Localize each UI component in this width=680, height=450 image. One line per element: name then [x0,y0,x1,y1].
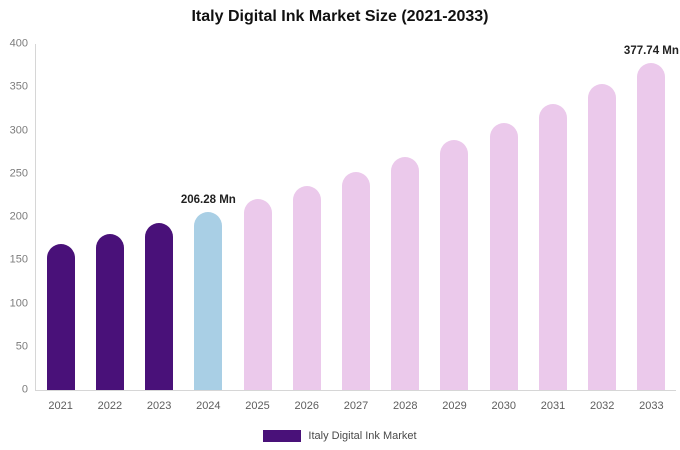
x-axis-label: 2026 [294,400,320,412]
y-axis: 0 50 100 150 200 250 300 350 400 [0,38,30,395]
bar-2028[interactable] [391,156,420,390]
x-axis-label: 2030 [491,400,516,412]
chart-title: Italy Digital Ink Market Size (2021-2033… [191,8,489,25]
bar-group: 2026 [282,44,331,412]
bar-2021[interactable] [46,244,75,390]
legend-swatch [263,430,302,442]
bar-group: 2021 [36,44,85,412]
x-axis-label: 2021 [48,400,73,412]
y-axis-tick: 300 [9,124,28,136]
bar-group: 2031 [528,44,577,412]
bar-group: 2030 [479,44,528,412]
bar-group: 377.74 Mn 2033 [623,44,679,412]
x-axis-label: 2024 [196,400,221,412]
bar-group: 2032 [578,44,627,412]
legend-label: Italy Digital Ink Market [308,430,417,442]
bar-2026[interactable] [292,185,321,390]
y-axis-tick: 200 [9,210,28,223]
bar-2031[interactable] [538,104,567,390]
y-axis-tick: 250 [9,167,28,180]
y-axis-tick: 50 [15,340,28,353]
y-axis-tick: 150 [9,253,28,266]
bar-group: 206.28 Mn 2024 [180,44,236,412]
y-axis-tick: 400 [9,37,28,50]
bar-2029[interactable] [440,140,469,390]
bar-value-label: 377.74 Mn [623,45,679,58]
legend[interactable]: Italy Digital Ink Market [0,430,680,442]
bar-group: 2029 [430,44,479,412]
bar-2024[interactable] [194,211,223,390]
x-axis-label: 2028 [393,400,418,412]
x-axis-label: 2029 [442,400,467,412]
bar-2023[interactable] [145,223,174,390]
x-axis-label: 2023 [146,400,172,412]
bar-group: 2025 [233,44,282,412]
bar-group: 2027 [331,44,380,412]
x-axis-label: 2022 [97,400,123,412]
y-axis-tick: 350 [9,80,28,93]
bar-2025[interactable] [243,199,272,390]
bar-2027[interactable] [342,171,371,390]
x-axis-label: 2025 [245,400,270,412]
y-axis-tick: 100 [9,297,28,309]
bar-2033[interactable] [637,63,666,390]
bar-group: 2028 [381,44,430,412]
x-axis-label: 2033 [639,400,664,412]
bar-2032[interactable] [588,84,617,390]
bar-group: 2023 [134,44,183,412]
y-axis-tick: 0 [21,383,28,396]
x-axis-label: 2032 [589,400,615,412]
bar-2030[interactable] [489,122,518,390]
plot-area: 2021 2022 2023 206.28 Mn 2024 2025 2026 2027 202… [35,44,679,412]
bar-group: 2022 [85,44,134,412]
bar-2022[interactable] [95,234,124,390]
x-axis-label: 2027 [343,400,369,412]
x-axis-label: 2031 [540,400,566,412]
bar-value-label: 206.28 Mn [180,193,236,206]
